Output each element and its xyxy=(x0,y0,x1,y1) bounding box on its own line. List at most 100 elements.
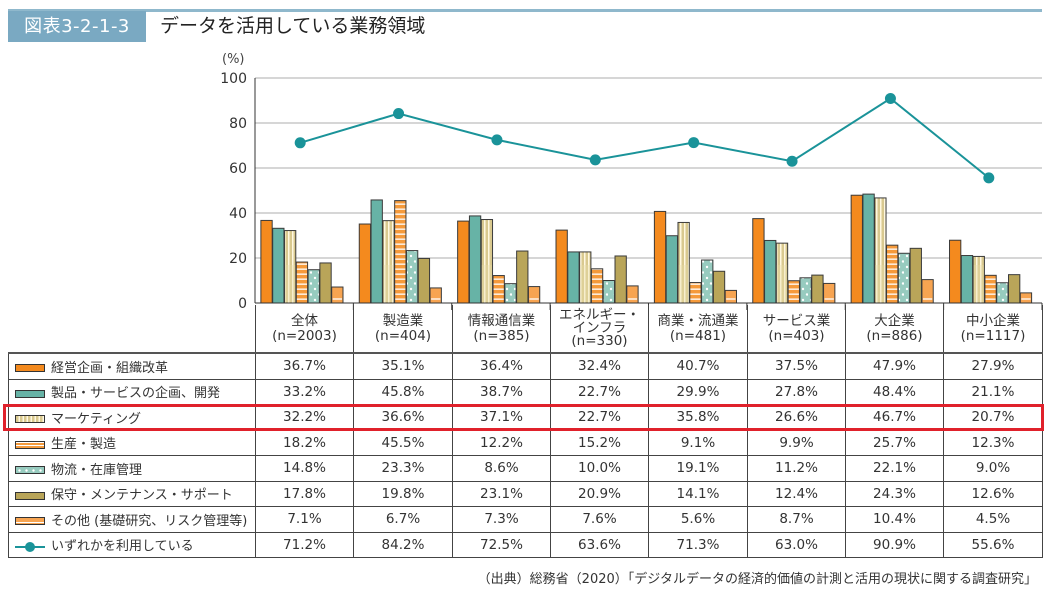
value-cell: 7.6% xyxy=(550,506,649,533)
value-cell: 22.7% xyxy=(550,378,649,405)
y-axis-unit: (%) xyxy=(222,52,245,67)
category-header-row: 全体 (n=2003) 製造業 (n=404) 情報通信業 (n=385) エネルギー・ イン… xyxy=(8,305,1043,354)
value-cell: 9.9% xyxy=(747,429,846,456)
value-cell: 35.1% xyxy=(353,352,453,380)
legend-swatch-icon xyxy=(15,440,45,449)
value-cell: 9.0% xyxy=(943,455,1043,482)
value-cell: 45.8% xyxy=(353,378,453,405)
legend-label: いずれかを利用している xyxy=(51,539,194,555)
bar-seihin xyxy=(665,235,678,304)
bar-butsuryu xyxy=(405,250,419,304)
category-n: (n=403) xyxy=(768,327,825,344)
bar-shade xyxy=(383,265,394,302)
value-cell: 71.3% xyxy=(648,531,748,558)
legend-cell: 経営企画・組織改革 xyxy=(8,352,256,380)
bar-shade xyxy=(678,265,689,302)
value-cell: 7.1% xyxy=(255,506,354,533)
category-name: 商業・流通業 xyxy=(657,312,739,329)
y-tick-label: 20 xyxy=(229,251,247,267)
legend-swatch-icon xyxy=(15,364,45,373)
value-cell: 15.2% xyxy=(550,429,649,456)
bar-hoshu xyxy=(417,257,431,304)
title-rule xyxy=(8,9,1042,12)
value-cell: 38.7% xyxy=(452,378,551,405)
value-cell: 10.0% xyxy=(550,455,649,482)
bar-keiei xyxy=(555,229,568,304)
legend-cell: 物流・在庫管理 xyxy=(8,455,256,482)
bar-butsuryu xyxy=(602,280,616,304)
figure-number: 図表3-2-1-3 xyxy=(8,11,146,42)
category-header: 商業・流通業 (n=481) xyxy=(648,305,748,354)
value-cell: 12.3% xyxy=(943,429,1043,456)
bar-butsuryu xyxy=(897,252,911,304)
bar-seihin xyxy=(567,251,580,304)
y-tick-label: 60 xyxy=(229,161,247,177)
bar-hoshu xyxy=(319,262,332,304)
category-name: サービス業 xyxy=(762,312,831,329)
table-row: 保守・メンテナンス・サポート 17.8% 19.8% 23.1% 20.9% 14.1% 1… xyxy=(8,480,1043,507)
value-cell: 48.4% xyxy=(845,378,944,405)
value-cell: 12.6% xyxy=(943,480,1043,507)
bar-seihin xyxy=(468,215,482,304)
value-cell: 27.8% xyxy=(747,378,846,405)
legend-swatch-icon xyxy=(15,415,45,424)
source-note: （出典）総務省（2020）「デジタルデータの経済的価値の計測と活用の現状に関する… xyxy=(477,572,1037,587)
chart-plot: 0 20 40 60 80 100 xyxy=(220,71,1043,310)
bar-hoshu xyxy=(811,274,824,304)
legend-cell: 製品・サービスの企画、開発 xyxy=(8,378,256,405)
category-header: エネルギー・ インフラ (n=330) xyxy=(550,305,649,354)
category-n: (n=330) xyxy=(571,333,628,349)
value-cell: 33.2% xyxy=(255,378,354,405)
value-cell: 8.6% xyxy=(452,455,551,482)
value-cell: 9.1% xyxy=(648,429,748,456)
category-name: 情報通信業 xyxy=(467,312,536,329)
legend-swatch-icon xyxy=(15,389,45,398)
category-n: (n=481) xyxy=(669,327,727,344)
bar-hoshu xyxy=(614,255,627,304)
category-header: 中小企業 (n=1117) xyxy=(943,305,1043,354)
category-header: 製造業 (n=404) xyxy=(353,305,453,354)
value-cell: 12.4% xyxy=(747,480,846,507)
category-n: (n=2003) xyxy=(272,327,337,344)
bar-hoshu xyxy=(1008,274,1021,304)
bar-other xyxy=(626,285,639,304)
bar-shade xyxy=(284,265,296,302)
bar-seihin xyxy=(370,199,383,304)
table-row: マーケティング 32.2% 36.6% 37.1% 22.7% 35.8% 26.6% 46.… xyxy=(8,404,1043,431)
category-header: 情報通信業 (n=385) xyxy=(452,305,551,354)
value-cell: 47.9% xyxy=(845,352,944,380)
bar-keiei xyxy=(850,194,863,304)
value-cell: 11.2% xyxy=(747,455,846,482)
value-cell: 63.0% xyxy=(747,531,846,558)
bar-seisan xyxy=(886,244,899,304)
bar-seisan xyxy=(590,268,604,304)
value-cell: 32.4% xyxy=(550,352,649,380)
legend-label: 製品・サービスの企画、開発 xyxy=(51,386,221,402)
value-cell: 63.6% xyxy=(550,531,649,558)
category-name-line: エネルギー・ xyxy=(559,307,640,323)
table-row: いずれかを利用している 71.2% 84.2% 72.5% 63.6% 71.3% 63.0… xyxy=(8,531,1043,558)
value-cell: 45.5% xyxy=(353,429,453,456)
value-cell: 40.7% xyxy=(648,352,748,380)
bar-other xyxy=(331,286,344,304)
value-cell: 17.8% xyxy=(255,480,354,507)
data-table: 全体 (n=2003) 製造業 (n=404) 情報通信業 (n=385) エネルギー・ イン… xyxy=(8,305,1043,558)
legend-label: 保守・メンテナンス・サポート xyxy=(51,488,233,504)
bar-hoshu xyxy=(516,250,529,304)
bar-shade xyxy=(580,265,591,302)
value-cell: 23.1% xyxy=(452,480,551,507)
legend-label: 生産・製造 xyxy=(51,437,117,453)
category-n: (n=385) xyxy=(473,327,530,344)
bar-keiei xyxy=(457,220,470,304)
legend-cell: マーケティング xyxy=(8,404,256,431)
value-cell: 22.1% xyxy=(845,455,944,482)
value-cell: 71.2% xyxy=(255,531,354,558)
bar-other xyxy=(429,287,442,304)
bar-shade xyxy=(481,265,493,302)
header-corner xyxy=(8,305,256,353)
legend-cell: その他 (基礎研究、リスク管理等) xyxy=(8,506,256,533)
bar-seihin xyxy=(272,227,285,304)
value-cell: 18.2% xyxy=(255,429,354,456)
value-cell: 10.4% xyxy=(845,506,944,533)
line-point xyxy=(688,137,700,149)
